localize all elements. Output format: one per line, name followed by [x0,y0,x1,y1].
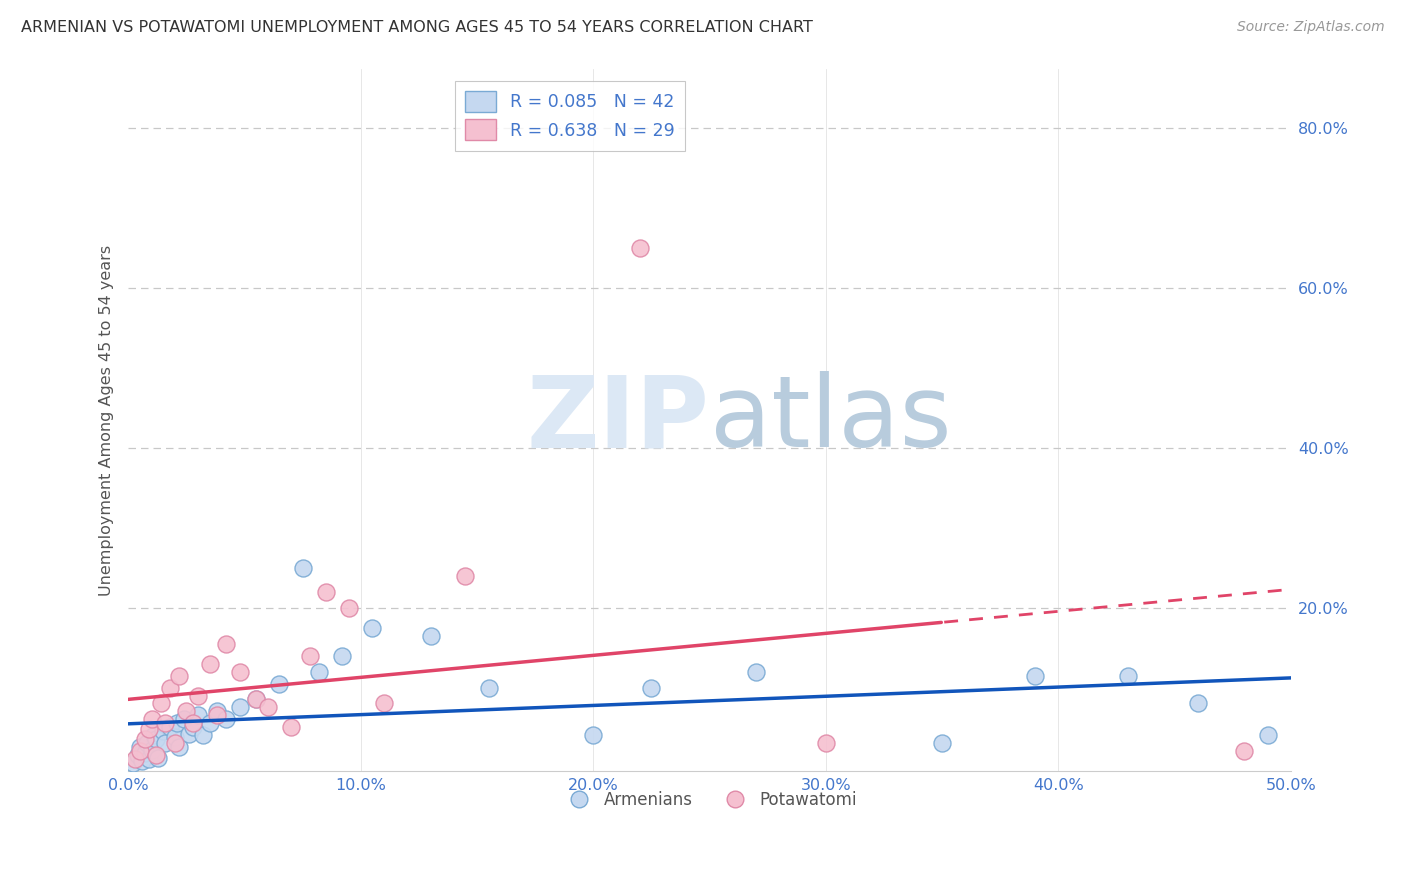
Point [1116,668,1139,682]
Point [229,665,252,679]
Point [142,728,165,742]
Point [1187,697,1209,711]
Point [141,743,163,757]
Point [814,736,837,750]
Point [337,600,360,615]
Point [205,705,228,719]
Point [138,752,160,766]
Point [308,665,330,679]
Point [169,740,191,755]
Point [124,752,146,766]
Point [245,692,267,706]
Point [330,648,353,663]
Point [1233,744,1256,758]
Point [198,716,221,731]
Point [269,676,291,690]
Point [134,732,156,747]
Point [191,728,214,742]
Point [149,697,172,711]
Legend: Armenians, Potawatomi: Armenians, Potawatomi [555,784,863,816]
Point [454,568,477,582]
Point [166,716,188,731]
Point [1257,728,1279,742]
Point [145,732,167,747]
Point [131,754,153,768]
Point [187,708,209,723]
Point [229,700,252,714]
Point [745,665,768,679]
Point [127,748,149,763]
Point [205,708,228,723]
Point [148,751,170,765]
Point [628,241,651,255]
Point [373,697,395,711]
Point [215,713,238,727]
Point [152,724,174,739]
Point [159,681,181,695]
Point [582,728,605,742]
Point [183,721,205,735]
Point [177,727,200,741]
Point [361,621,384,635]
Point [215,637,238,651]
Point [183,716,205,731]
Point [1024,668,1046,682]
Point [122,756,145,771]
Point [419,629,441,643]
Point [135,736,157,750]
Point [155,736,177,750]
Point [128,740,150,755]
Text: ARMENIAN VS POTAWATOMI UNEMPLOYMENT AMONG AGES 45 TO 54 YEARS CORRELATION CHART: ARMENIAN VS POTAWATOMI UNEMPLOYMENT AMON… [21,20,813,35]
Point [245,692,267,706]
Point [169,668,191,682]
Point [155,716,177,731]
Text: Source: ZipAtlas.com: Source: ZipAtlas.com [1237,20,1385,34]
Point [173,713,195,727]
Point [291,560,314,574]
Point [478,681,501,695]
Point [931,736,953,750]
Point [145,748,167,763]
Point [187,689,209,703]
Point [256,700,278,714]
Point [138,722,160,736]
Point [315,584,337,599]
Text: atlas: atlas [710,371,952,468]
Point [159,721,181,735]
Point [128,744,150,758]
Point [176,705,198,719]
Point [163,736,186,750]
Point [640,681,662,695]
Point [280,721,302,735]
Y-axis label: Unemployment Among Ages 45 to 54 years: Unemployment Among Ages 45 to 54 years [100,244,114,596]
Point [198,657,221,671]
Point [298,648,321,663]
Point [141,713,163,727]
Point [163,730,186,744]
Point [134,746,156,760]
Text: ZIP: ZIP [527,371,710,468]
